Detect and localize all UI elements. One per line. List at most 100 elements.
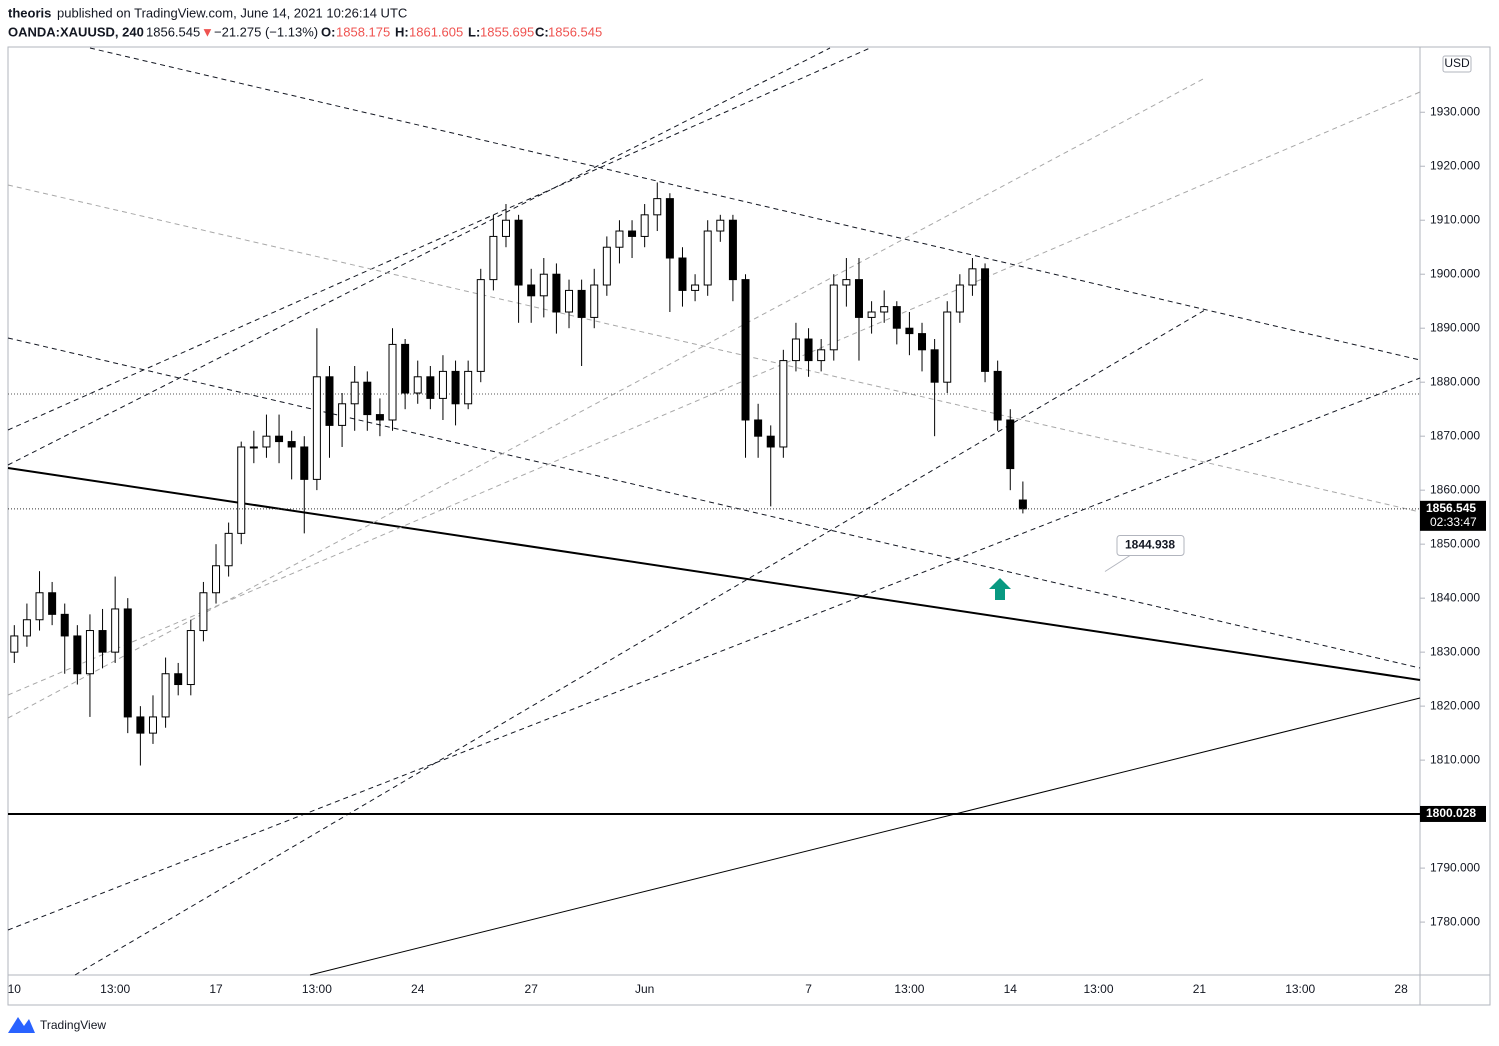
candle — [413, 360, 422, 404]
candle — [716, 214, 725, 242]
candle-body — [665, 198, 674, 259]
candle — [262, 414, 271, 458]
y-tick-label: 1790.000 — [1430, 860, 1480, 874]
candle-body — [22, 619, 31, 637]
x-tick-label: 13:00 — [894, 982, 924, 996]
candle — [375, 398, 384, 437]
candle — [464, 360, 473, 410]
candle-body — [1018, 499, 1027, 510]
candle-body — [854, 279, 863, 318]
brand: TradingView — [40, 1018, 106, 1032]
candle — [161, 657, 170, 728]
candle — [489, 214, 498, 291]
y-tick-label: 1900.000 — [1430, 266, 1480, 280]
candle-body — [451, 370, 460, 405]
candle-body — [148, 716, 157, 734]
candle-body — [880, 306, 889, 313]
candle-body — [237, 446, 246, 534]
candle — [22, 603, 31, 647]
candle-body — [186, 630, 195, 686]
y-tick-label: 1920.000 — [1430, 158, 1480, 172]
candle — [791, 322, 800, 372]
candle — [880, 290, 889, 323]
candle-body — [640, 214, 649, 237]
candle-body — [123, 608, 132, 718]
candle — [728, 214, 737, 302]
candle-body — [514, 219, 523, 286]
candle-body — [249, 446, 258, 449]
candle-body — [199, 592, 208, 632]
candle — [930, 339, 939, 437]
candle-body — [628, 230, 637, 237]
candle-body — [174, 673, 183, 686]
candle — [98, 608, 107, 669]
candle-body — [993, 370, 1002, 421]
y-tick-label: 1840.000 — [1430, 590, 1480, 604]
candle-body — [10, 635, 19, 653]
candle — [615, 220, 624, 264]
candle-body — [325, 376, 334, 426]
candle-body — [401, 343, 410, 394]
candle — [312, 328, 321, 491]
candle — [237, 441, 246, 545]
candle — [212, 544, 221, 604]
candle — [60, 603, 69, 674]
symbol: OANDA:XAUUSD, 240 — [8, 24, 144, 39]
candle — [918, 322, 927, 372]
candle-body — [703, 230, 712, 286]
callout-pointer — [1104, 555, 1131, 572]
candle-body — [262, 435, 271, 448]
candle — [817, 339, 826, 372]
candle-body — [388, 343, 397, 421]
candle-body — [1006, 419, 1015, 470]
candle-body — [476, 279, 485, 372]
candle — [73, 625, 82, 685]
currency-box — [1442, 55, 1472, 73]
candle — [539, 258, 548, 318]
candle — [451, 360, 460, 426]
candle-body — [955, 284, 964, 313]
candle-body — [98, 630, 107, 653]
y-tick-label: 1930.000 — [1430, 104, 1480, 118]
candle — [338, 392, 347, 447]
o-value: 1858.175 — [336, 24, 390, 39]
channel-line — [7, 47, 871, 431]
candle-body — [85, 630, 94, 675]
candle — [363, 371, 372, 431]
drawings — [7, 47, 1421, 976]
y-tick-label: 1870.000 — [1430, 428, 1480, 442]
candle-body — [338, 403, 347, 426]
x-tick-label: 21 — [1193, 982, 1207, 996]
channel-line — [7, 377, 1421, 931]
candle-body — [565, 289, 574, 313]
y-tick-label: 1880.000 — [1430, 374, 1480, 388]
candle — [199, 581, 208, 642]
candle-body — [350, 381, 359, 405]
candle — [1006, 409, 1015, 491]
y-tick-label: 1810.000 — [1430, 752, 1480, 766]
candle — [10, 625, 19, 663]
candle-body — [905, 327, 914, 335]
candle — [602, 236, 611, 296]
candle-body — [653, 198, 662, 216]
candle-body — [678, 257, 687, 291]
candle-body — [968, 268, 977, 286]
author: theoris — [8, 5, 51, 20]
x-tick-label: 17 — [209, 982, 223, 996]
candle — [691, 274, 700, 302]
candle — [590, 268, 599, 329]
candle — [300, 436, 309, 534]
x-tick-label: 28 — [1394, 982, 1408, 996]
candle-body — [489, 235, 498, 281]
frame — [7, 46, 1491, 1006]
x-tick-label: 13:00 — [100, 982, 130, 996]
c-value: 1856.545 — [548, 24, 602, 39]
candle — [779, 349, 788, 458]
currency: USD — [1444, 56, 1470, 70]
candle-body — [224, 532, 233, 567]
y-tick-label: 1780.000 — [1430, 914, 1480, 928]
candle-body — [438, 370, 447, 399]
candle-body — [60, 613, 69, 637]
candle — [577, 279, 586, 366]
